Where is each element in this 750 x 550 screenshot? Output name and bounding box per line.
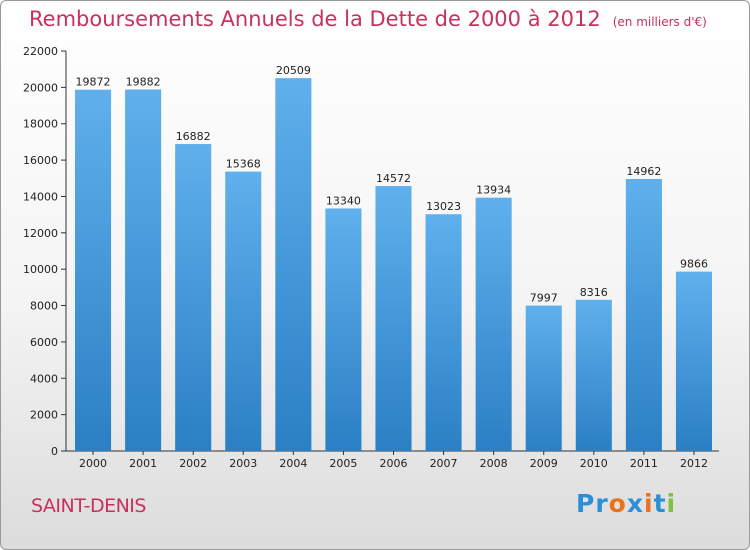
x-tick-label: 2000 bbox=[79, 457, 107, 470]
bar-value-label: 14572 bbox=[376, 172, 411, 185]
y-tick-label: 20000 bbox=[23, 81, 58, 94]
bar-2009 bbox=[525, 305, 562, 451]
logo-letter: t bbox=[653, 489, 667, 518]
y-tick-label: 2000 bbox=[30, 409, 58, 422]
x-tick-label: 2006 bbox=[380, 457, 408, 470]
unit-label: (en milliers d'€) bbox=[612, 15, 707, 29]
city-name: SAINT-DENIS bbox=[31, 495, 146, 517]
y-tick-label: 4000 bbox=[30, 372, 58, 385]
y-tick-label: 12000 bbox=[23, 227, 58, 240]
x-tick-label: 2004 bbox=[279, 457, 307, 470]
bar-value-label: 13023 bbox=[426, 200, 461, 213]
y-tick-label: 6000 bbox=[30, 336, 58, 349]
bar-2006 bbox=[375, 186, 412, 451]
x-tick-label: 2005 bbox=[329, 457, 357, 470]
bar-value-label: 15368 bbox=[226, 158, 261, 171]
bar-value-label: 19882 bbox=[126, 76, 161, 89]
x-tick-label: 2003 bbox=[229, 457, 257, 470]
y-tick-label: 16000 bbox=[23, 154, 58, 167]
bars: 19872 19882 16882 15368 20509 13340 14572 13023… bbox=[75, 64, 712, 452]
bar-value-label: 19872 bbox=[76, 76, 111, 89]
axes: 0 2000 4000 6000 8000 10000 12000 14000 16000 180… bbox=[23, 45, 719, 470]
bar-2002 bbox=[175, 144, 212, 451]
y-tick-label: 18000 bbox=[23, 118, 58, 131]
x-tick-label: 2009 bbox=[530, 457, 558, 470]
logo-letter: x bbox=[626, 489, 644, 518]
x-tick-label: 2008 bbox=[480, 457, 508, 470]
bar-2011 bbox=[625, 178, 662, 452]
logo-letter: o bbox=[608, 489, 627, 518]
bar-2005 bbox=[325, 208, 362, 451]
bar-value-label: 14962 bbox=[626, 165, 661, 178]
chart-title-text: Remboursements Annuels de la Dette de 20… bbox=[29, 7, 601, 31]
logo-letter: r bbox=[595, 489, 609, 518]
x-tick-label: 2002 bbox=[179, 457, 207, 470]
y-tick-label: 22000 bbox=[23, 45, 58, 58]
x-tick-label: 2001 bbox=[129, 457, 157, 470]
x-tick-label: 2011 bbox=[630, 457, 658, 470]
x-tick-label: 2012 bbox=[680, 457, 708, 470]
bar-value-label: 16882 bbox=[176, 130, 211, 143]
bar-2007 bbox=[425, 214, 462, 451]
bar-2004 bbox=[275, 78, 312, 451]
bar-value-label: 20509 bbox=[276, 64, 311, 77]
y-tick-label: 10000 bbox=[23, 263, 58, 276]
bar-value-label: 13934 bbox=[476, 184, 511, 197]
logo-letter: i bbox=[644, 489, 654, 518]
bar-2003 bbox=[225, 171, 262, 451]
y-tick-label: 8000 bbox=[30, 300, 58, 313]
logo-letter: P bbox=[576, 489, 596, 518]
bar-value-label: 9866 bbox=[680, 258, 708, 271]
x-tick-label: 2007 bbox=[430, 457, 458, 470]
bar-value-label: 7997 bbox=[530, 292, 558, 305]
y-tick-label: 14000 bbox=[23, 190, 58, 203]
bar-2010 bbox=[575, 299, 612, 451]
bar-value-label: 8316 bbox=[580, 286, 608, 299]
y-tick-label: 0 bbox=[51, 445, 58, 458]
bar-2001 bbox=[125, 89, 162, 451]
chart-title: Remboursements Annuels de la Dette de 20… bbox=[29, 7, 707, 31]
logo-letter: i bbox=[666, 489, 677, 518]
bar-2000 bbox=[75, 89, 112, 451]
bar-2012 bbox=[675, 271, 712, 451]
bar-2008 bbox=[475, 197, 512, 451]
proxiti-logo: Proxiti bbox=[576, 489, 676, 518]
bar-value-label: 13340 bbox=[326, 194, 361, 207]
x-tick-label: 2010 bbox=[580, 457, 608, 470]
